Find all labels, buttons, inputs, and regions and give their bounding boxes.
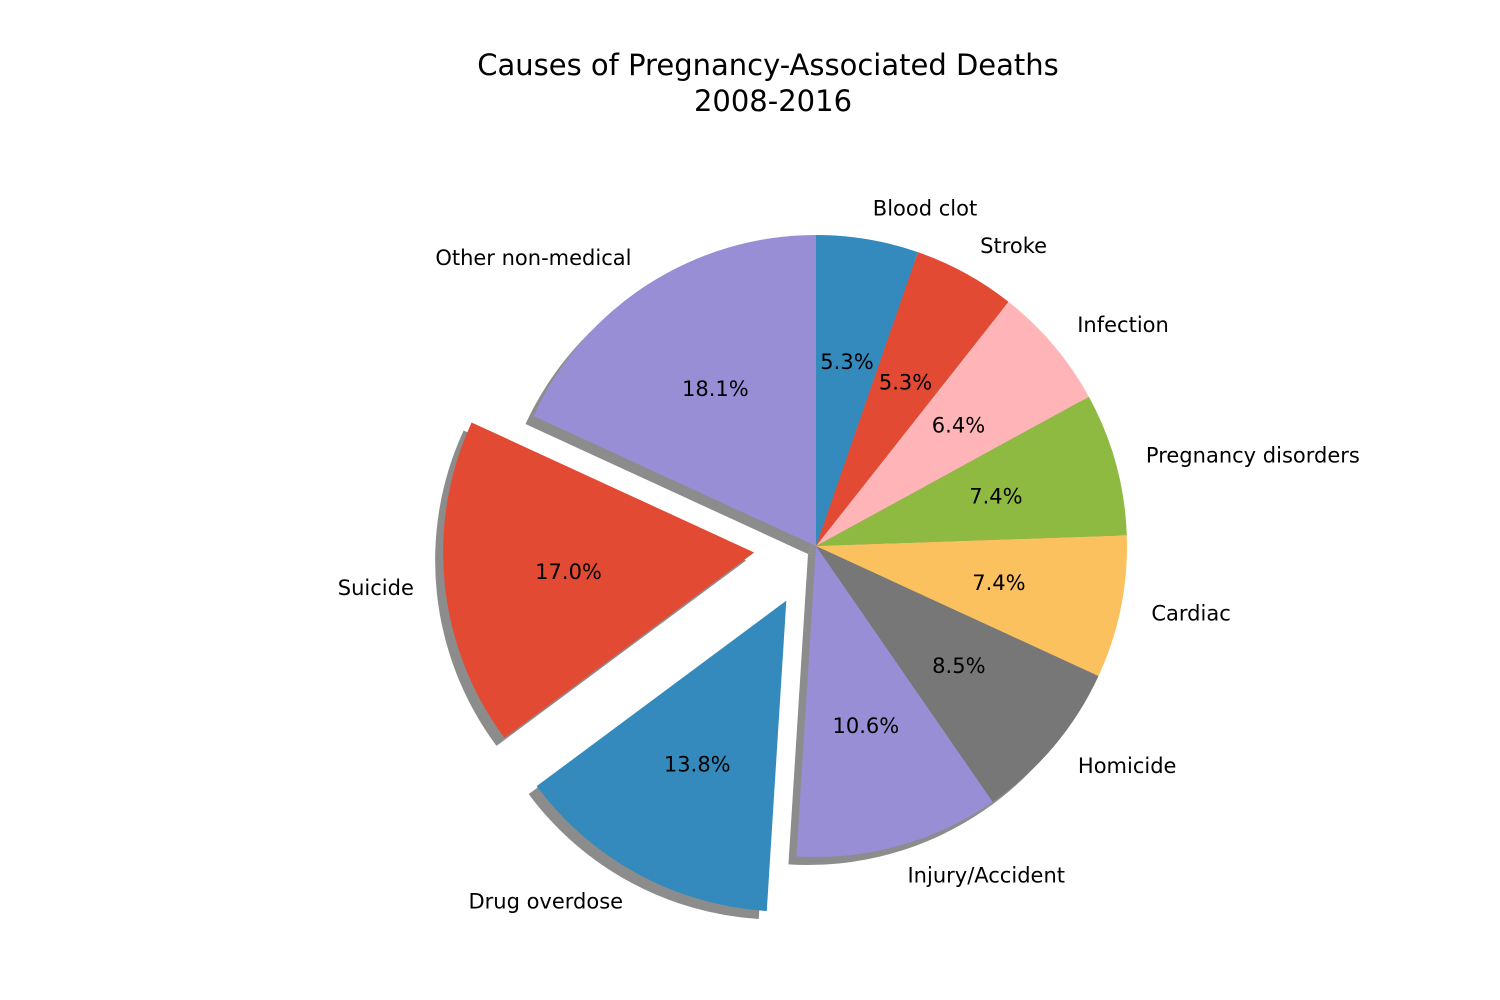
percent-label-drug-overdose: 13.8% — [664, 753, 731, 777]
slice-label-infection: Infection — [1077, 313, 1169, 337]
slice-suicide — [443, 422, 755, 738]
slice-homicide — [816, 546, 1099, 802]
slice-label-other-non-medical: Other non-medical — [435, 246, 631, 270]
slice-label-pregnancy-disorders: Pregnancy disorders — [1146, 444, 1360, 468]
slice-label-suicide: Suicide — [338, 576, 414, 600]
slice-label-stroke: Stroke — [980, 234, 1047, 258]
slice-cardiac — [816, 535, 1127, 676]
slice-label-injury-accident: Injury/Accident — [907, 864, 1065, 888]
slice-drug-overdose — [536, 600, 787, 912]
slice-label-drug-overdose: Drug overdose — [468, 889, 623, 913]
percent-label-homicide: 8.5% — [932, 654, 985, 678]
percent-label-pregnancy-disorders: 7.4% — [969, 485, 1022, 509]
slice-pregnancy-disorders — [816, 396, 1127, 546]
slice-labels: Other non-medical Suicide Drug overdose Inj… — [338, 197, 1360, 914]
slice-label-homicide: Homicide — [1078, 754, 1177, 778]
slice-injury-accident — [796, 546, 993, 857]
slice-label-blood-clot: Blood clot — [873, 197, 977, 221]
percent-label-infection: 6.4% — [932, 414, 985, 438]
percent-label-blood-clot: 5.3% — [820, 350, 873, 374]
percentage-labels: 18.1%17.0%13.8%10.6%8.5%7.4%7.4%6.4%5.3%… — [535, 350, 1025, 777]
percent-label-other-non-medical: 18.1% — [682, 377, 749, 401]
percent-label-injury-accident: 10.6% — [833, 714, 900, 738]
chart-title: Causes of Pregnancy-Associated Deaths — [477, 48, 1059, 82]
percent-label-stroke: 5.3% — [879, 370, 932, 394]
slice-label-cardiac: Cardiac — [1151, 601, 1230, 625]
chart-subtitle: 2008-2016 — [694, 84, 852, 118]
percent-label-cardiac: 7.4% — [972, 571, 1025, 595]
slice-blood-clot — [816, 235, 918, 546]
slice-other-non-medical — [533, 235, 816, 546]
slice-infection — [816, 301, 1089, 546]
slice-stroke — [816, 252, 1009, 546]
pie-slices — [443, 235, 1127, 912]
percent-label-suicide: 17.0% — [535, 560, 602, 584]
